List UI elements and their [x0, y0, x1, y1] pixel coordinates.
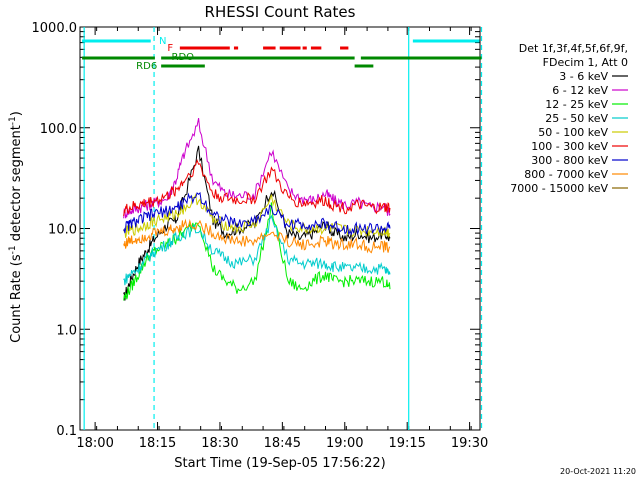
series-line	[123, 218, 391, 254]
x-axis: 18:00 18:15 18:30 18:45 19:00 19:15 19:30	[76, 27, 488, 451]
chart-title: RHESSI Count Rates	[205, 3, 356, 21]
rdo-flag-label: RDO	[172, 52, 195, 63]
legend-entry: 3 - 6 keV	[559, 70, 608, 83]
y-tick-label: 0.1	[56, 424, 77, 439]
legend-entry: 6 - 12 keV	[552, 84, 608, 97]
interval-markers	[83, 27, 483, 430]
rd6-flag-label: RD6	[136, 61, 157, 72]
series-line	[123, 158, 391, 217]
x-tick-label: 19:30	[451, 436, 488, 451]
x-tick-label: 18:30	[201, 436, 238, 451]
y-tick-label: 10.0	[48, 223, 77, 238]
series-line	[123, 214, 391, 286]
x-tick-label: 18:00	[76, 436, 113, 451]
series-line	[123, 202, 391, 301]
y-tick-label: 100.0	[40, 122, 77, 137]
series-line	[123, 191, 391, 237]
timestamp: 20-Oct-2021 11:20	[560, 467, 636, 476]
y-tick-label: 1.0	[56, 323, 77, 338]
legend-entry: 100 - 300 keV	[531, 140, 608, 153]
y-axis-label: Count Rate (s-1 detector segment-1)	[8, 111, 24, 343]
legend-entry: 12 - 25 keV	[545, 98, 608, 111]
legend-entry: 50 - 100 keV	[538, 126, 608, 139]
f-flag-label: F	[167, 43, 173, 54]
series-lines	[123, 118, 391, 301]
legend: Det 1f,3f,4f,5f,6f,9f,FDecim 1, Att 03 -…	[510, 42, 628, 195]
legend-entry: 300 - 800 keV	[531, 154, 608, 167]
legend-header: FDecim 1, Att 0	[543, 56, 628, 69]
x-tick-label: 19:15	[388, 436, 425, 451]
series-line	[123, 145, 391, 301]
legend-entry: 7000 - 15000 keV	[510, 182, 608, 195]
x-tick-label: 19:00	[326, 436, 363, 451]
x-tick-label: 18:45	[264, 436, 301, 451]
x-axis-label: Start Time (19-Sep-05 17:56:22)	[174, 456, 385, 471]
legend-entry: 800 - 7000 keV	[524, 168, 608, 181]
legend-header: Det 1f,3f,4f,5f,6f,9f,	[519, 42, 628, 55]
legend-entry: 25 - 50 keV	[545, 112, 608, 125]
y-tick-label: 1000.0	[32, 21, 78, 36]
x-tick-label: 18:15	[139, 436, 176, 451]
n-flag-label: N	[159, 36, 166, 47]
